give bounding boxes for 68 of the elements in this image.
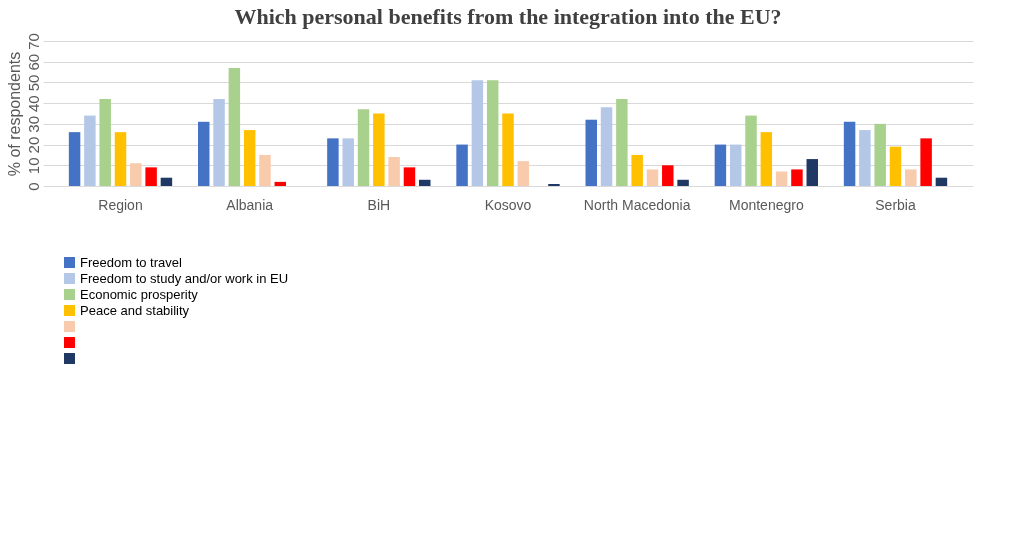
bar [760,132,773,186]
bar [905,169,917,186]
x-tick-label: BiH [367,196,391,213]
y-tick-label: 30 [24,116,42,133]
bar [84,115,96,186]
bar [419,179,431,186]
bar [486,80,499,186]
bar [243,130,256,186]
bar [729,144,742,186]
bar [259,154,271,186]
bar [806,159,818,186]
x-tick-label: Region [98,196,143,213]
y-axis-title: % of respondents [5,51,23,177]
bar [600,107,613,186]
bar [198,121,210,186]
x-tick-label: North Macedonia [583,196,691,213]
y-tick-label: 50 [24,74,42,92]
bar [920,138,932,186]
bar [714,144,727,186]
bar [342,138,354,186]
bar [874,123,886,186]
bar [859,130,871,186]
bar [145,167,157,186]
chart-title: Which personal benefits from the integration into the EU? [234,3,782,29]
bar [373,113,385,186]
y-tick-label: 0 [24,182,42,191]
y-tick-label: 20 [24,136,42,154]
y-tick-label: 40 [24,95,42,112]
x-tick-label: Kosovo [484,196,532,213]
legend-label: Freedom to travel [80,254,182,270]
legend-label: Economic prosperity [80,286,199,302]
bar [791,169,803,186]
bar [935,177,948,186]
bar [548,183,560,186]
bar [99,99,111,186]
bar [646,169,659,186]
y-tick-label: 10 [24,157,42,175]
bar [745,115,757,186]
bar [357,109,370,186]
bar [274,181,287,186]
bar [403,167,416,186]
legend-label: Peace and stability [80,302,190,318]
bar [502,113,514,186]
bar [456,144,468,186]
bar [68,132,81,186]
x-tick-label: Montenegro [728,196,804,213]
bar [130,163,142,186]
bar [662,165,674,186]
x-tick-label: Albania [226,196,274,213]
bar [585,119,597,186]
bar [677,179,689,186]
y-tick-label: 60 [24,53,42,71]
bar [843,121,856,186]
bar [114,132,127,186]
bar [228,67,241,186]
bar [471,80,484,186]
bar [160,177,173,186]
bar [517,161,530,186]
legend-label: Freedom to study and/or work in EU [80,270,289,286]
bar [889,146,902,186]
bar [213,99,225,186]
bar [775,171,788,186]
x-tick-label: Serbia [875,196,916,213]
bar [631,154,643,186]
bar [616,99,628,186]
bar [388,157,400,186]
y-tick-label: 70 [24,33,42,50]
bar [327,138,339,186]
